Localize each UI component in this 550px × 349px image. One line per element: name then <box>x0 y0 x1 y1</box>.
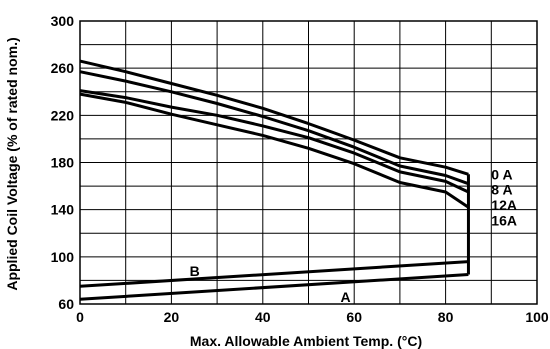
y-tick-label: 260 <box>51 60 75 76</box>
x-tick-label: 100 <box>525 309 549 325</box>
y-tick-label: 300 <box>51 13 75 29</box>
y-tick-label: 60 <box>58 296 74 312</box>
plot-frame <box>79 20 538 305</box>
series-line-16a <box>79 92 470 209</box>
curve-label: 8 A <box>491 182 512 198</box>
y-tick-label: 100 <box>51 249 75 265</box>
y-axis-title: Applied Coil Voltage (% of rated nom.) <box>4 37 20 290</box>
curve-label: 16A <box>491 212 517 228</box>
y-tick-label: 220 <box>51 107 75 123</box>
x-tick-label: 40 <box>255 309 271 325</box>
series-line-12a <box>79 89 470 194</box>
x-tick-label: 80 <box>438 309 454 325</box>
series-line-0a <box>79 59 469 176</box>
x-axis-title: Max. Allowable Ambient Temp. (°C) <box>190 333 422 349</box>
grid-layer <box>79 20 538 305</box>
curve-label: 12A <box>491 197 517 213</box>
series-line-8a <box>79 70 469 186</box>
x-tick-label: 0 <box>76 309 84 325</box>
curve-label: A <box>340 289 350 305</box>
series-layer <box>79 59 470 301</box>
y-tick-label: 140 <box>51 202 75 218</box>
x-tick-label: 60 <box>346 309 362 325</box>
y-tick-labels: 60 100 140 180 220 260 300 <box>51 13 75 312</box>
curve-label: B <box>190 263 200 279</box>
y-tick-label: 180 <box>51 155 75 171</box>
x-tick-labels: 0 20 40 60 80 100 <box>76 309 549 325</box>
series-line-a <box>79 273 469 301</box>
x-tick-label: 20 <box>164 309 180 325</box>
curve-label: 0 A <box>491 166 512 182</box>
series-line-b <box>79 260 469 288</box>
